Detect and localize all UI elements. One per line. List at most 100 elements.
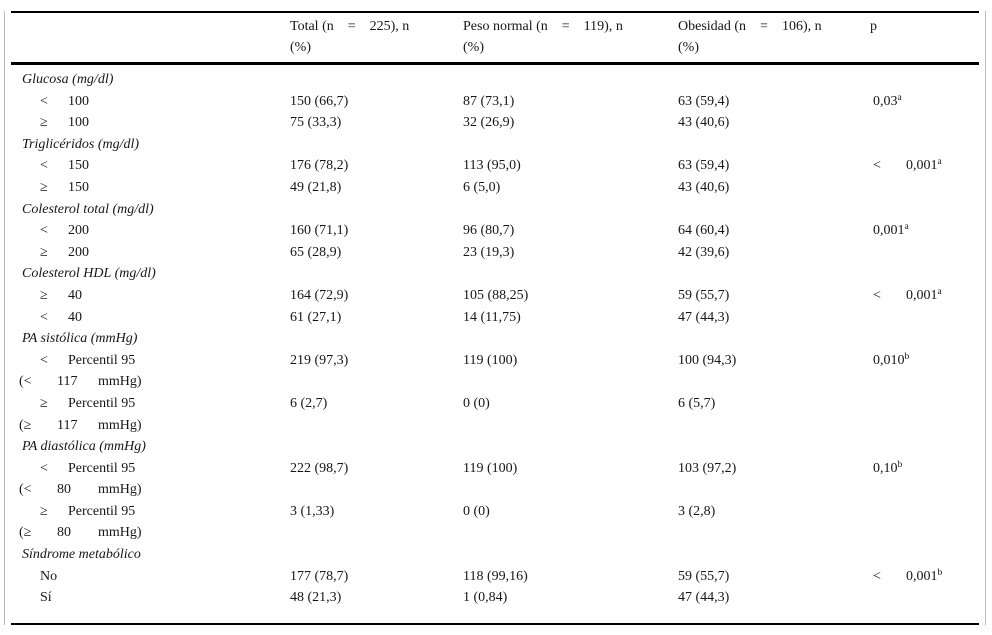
p-footnote-superscript: b [897,459,903,470]
data-row: ≥ Percentil 95 6 (2,7) 0 (0) 6 (5,7) [5,393,985,415]
p-value: 0,001 [906,158,938,174]
header-text-segment: = [760,19,768,34]
label-continuation: (≥ 117 mmHg) [5,415,985,437]
p-value: 0,001 [906,568,938,584]
table-bottom-rule [11,622,979,625]
p-less-than-symbol: < [873,158,881,174]
cell-total: 48 (21,3) [290,590,342,606]
comparison-symbol: < [40,158,48,174]
cont-row: (≥ 117 mmHg) [5,415,985,437]
header-text-segment: = [347,19,356,34]
cell-p-value: 0,03a [870,91,985,113]
p-value: 0,001 [873,223,905,239]
data-row: No 177 (78,7) 118 (99,16) 59 (55,7) <0,001b [5,566,985,588]
column-header-line2: (%) [290,40,311,55]
row-label-text: Percentil 95 [68,352,136,368]
data-row: ≥200 65 (28,9) 23 (19,3) 42 (39,6) [5,242,985,264]
cell-p-value [870,587,985,609]
cell-total: 160 (71,1) [290,223,349,239]
row-label: <40 [5,307,290,329]
cell-peso-normal: 96 (80,7) [463,223,515,239]
p-footnote-superscript: a [904,222,909,233]
p-footnote-superscript: a [897,92,902,103]
continuation-segment: 117 [57,374,78,390]
label-continuation: (< 80 mmHg) [5,479,985,501]
data-row: < Percentil 95 222 (98,7) 119 (100) 103 (97,… [5,458,985,480]
row-label: <150 [5,155,290,177]
continuation-segment: mmHg) [98,482,142,498]
row-label-text: Percentil 95 [68,460,136,476]
p-footnote-superscript: a [937,157,942,168]
header-text-segment: = [561,19,570,34]
continuation-segment: (< [19,482,32,498]
row-label-text: 100 [68,115,89,131]
comparison-symbol: < [40,460,48,476]
cell-obesidad: 47 (44,3) [678,309,730,325]
section-row: Glucosa (mg/dl) [5,69,985,91]
continuation-segment: 80 [57,525,71,541]
cell-p-value: 0,10b [870,458,985,480]
label-continuation: (< 117 mmHg) [5,371,985,393]
section-label: PA sistólica (mmHg) [22,331,138,347]
cell-obesidad: 43 (40,6) [678,115,730,131]
row-label: Sí [5,587,290,609]
section-label: Colesterol total (mg/dl) [22,201,154,217]
comparison-symbol: < [40,223,48,239]
header-empty-cell [5,16,290,58]
p-footnote-superscript: b [904,351,910,362]
header-separator-rule [11,62,979,65]
cell-obesidad: 3 (2,8) [678,503,716,519]
row-label-text: Percentil 95 [68,503,136,519]
row-label-text: 40 [68,287,82,303]
cell-peso-normal: 0 (0) [463,503,490,519]
cell-p-value [870,501,985,523]
row-label: ≥ Percentil 95 [5,501,290,523]
cell-p-value: <0,001b [870,566,985,588]
cell-p-value [870,112,985,134]
cont-row: (≥ 80 mmHg) [5,522,985,544]
comparison-symbol: ≥ [40,503,48,519]
section-row: Colesterol HDL (mg/dl) [5,263,985,285]
cell-obesidad: 43 (40,6) [678,179,730,195]
p-less-than-symbol: < [873,568,881,584]
cell-p-value [870,307,985,329]
data-row: <200 160 (71,1) 96 (80,7) 64 (60,4) 0,001a [5,220,985,242]
p-value: 0,010 [873,352,905,368]
row-label-text: 40 [68,309,82,325]
row-label: < Percentil 95 [5,350,290,372]
section-row: Triglicéridos (mg/dl) [5,134,985,156]
header-text-segment: Obesidad (n [678,19,747,34]
cell-p-value: 0,001a [870,220,985,242]
row-label: ≥100 [5,112,290,134]
cell-peso-normal: 87 (73,1) [463,93,515,109]
row-label: <100 [5,91,290,113]
header-text-segment: Peso normal (n [463,19,548,34]
row-label-text: 150 [68,158,89,174]
comparison-symbol: < [40,93,48,109]
cell-obesidad: 100 (94,3) [678,352,737,368]
column-header-obesidad: Obesidad (n = 106), n (%) [678,16,870,58]
row-label: ≥150 [5,177,290,199]
row-label-text: Percentil 95 [68,395,136,411]
section-label: Triglicéridos (mg/dl) [22,136,140,152]
cell-total: 3 (1,33) [290,503,335,519]
cell-total: 75 (33,3) [290,115,342,131]
p-footnote-superscript: a [937,286,942,297]
continuation-segment: (≥ [19,417,32,433]
continuation-segment: (< [19,374,32,390]
continuation-segment: mmHg) [98,417,142,433]
continuation-segment: 80 [57,482,71,498]
cell-total: 177 (78,7) [290,568,349,584]
continuation-segment: mmHg) [98,374,142,390]
column-header-line1: p [870,16,985,37]
cell-obesidad: 59 (55,7) [678,287,730,303]
row-label: < Percentil 95 [5,458,290,480]
cell-peso-normal: 119 (100) [463,352,518,368]
row-label-text: 150 [68,179,89,195]
p-value: 0,03 [873,93,898,109]
cell-p-value: <0,001a [870,155,985,177]
cell-obesidad: 59 (55,7) [678,568,730,584]
data-row: Sí 48 (21,3) 1 (0,84) 47 (44,3) [5,587,985,609]
data-row: ≥100 75 (33,3) 32 (26,9) 43 (40,6) [5,112,985,134]
